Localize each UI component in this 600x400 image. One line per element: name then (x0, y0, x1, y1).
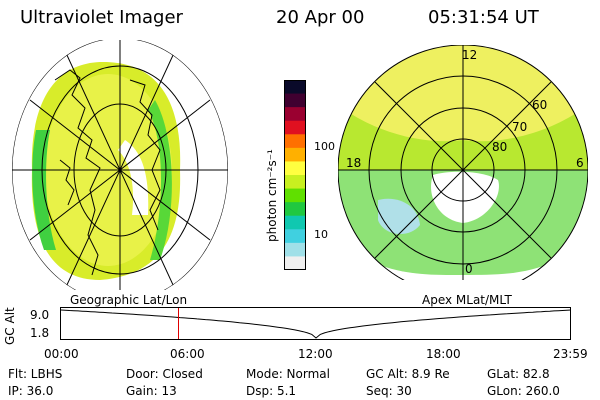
colorbar-band (284, 175, 306, 190)
info-glon: GLon: 260.0 (487, 384, 560, 398)
time-label: 05:31:54 UT (428, 7, 539, 28)
altitude-curve (60, 309, 572, 339)
mlt-label-18: 18 (346, 156, 362, 170)
colorbar-band (284, 80, 306, 95)
colorbar-unit-label: photon cm⁻²s⁻¹ (265, 149, 279, 242)
colorbar-border (284, 80, 306, 270)
info-glat: GLat: 82.8 (487, 367, 550, 381)
lat-label-70: 70 (512, 120, 528, 134)
left-panel-caption: Geographic Lat/Lon (70, 293, 188, 307)
colorbar-band (284, 242, 306, 257)
info-filter: Flt: LBHS (8, 367, 63, 381)
colorbar-band (284, 202, 306, 217)
lat-label-80: 80 (492, 140, 508, 154)
colorbar-band (284, 215, 306, 230)
info-dsp: Dsp: 5.1 (246, 384, 297, 398)
colorbar-band (284, 161, 306, 176)
info-gc-alt: GC Alt: 8.9 Re (366, 367, 450, 381)
geographic-image-panel (12, 40, 228, 290)
timeline-xtick-1200: 12:00 (298, 347, 333, 361)
colorbar-band (284, 147, 306, 162)
colorbar-band (284, 256, 306, 270)
info-gain: Gain: 13 (126, 384, 177, 398)
intensity-colorbar (284, 80, 306, 270)
info-door: Door: Closed (126, 367, 203, 381)
lat-label-60: 60 (532, 98, 548, 112)
timeline-xtick-1800: 18:00 (426, 347, 461, 361)
altitude-timeline (60, 307, 572, 340)
timeline-xtick-0000: 00:00 (44, 347, 79, 361)
timeline-ytick-9: 9.0 (30, 308, 50, 322)
colorbar-band (284, 134, 306, 149)
colorbar-tick-10: 10 (314, 228, 328, 241)
date-label: 20 Apr 00 (276, 7, 365, 28)
mlt-label-12: 12 (462, 48, 478, 62)
colorbar-band (284, 188, 306, 203)
info-ip: IP: 36.0 (8, 384, 54, 398)
colorbar-band (284, 93, 306, 108)
info-mode: Mode: Normal (246, 367, 330, 381)
apex-polar-panel (338, 45, 588, 280)
colorbar-band (284, 229, 306, 244)
mlt-label-0: 0 (465, 262, 473, 276)
timeline-y-label: GC Alt (3, 307, 17, 345)
right-panel-caption: Apex MLat/MLT (422, 293, 512, 307)
app-title: Ultraviolet Imager (20, 7, 183, 28)
timeline-xtick-2359: 23:59 (553, 347, 588, 361)
timeline-ytick-1-8: 1.8 (30, 326, 50, 340)
info-seq: Seq: 30 (366, 384, 412, 398)
colorbar-band (284, 107, 306, 122)
colorbar-band (284, 120, 306, 135)
mlt-label-6: 6 (576, 156, 584, 170)
timeline-xtick-0600: 06:00 (170, 347, 205, 361)
colorbar-tick-100: 100 (314, 140, 335, 153)
